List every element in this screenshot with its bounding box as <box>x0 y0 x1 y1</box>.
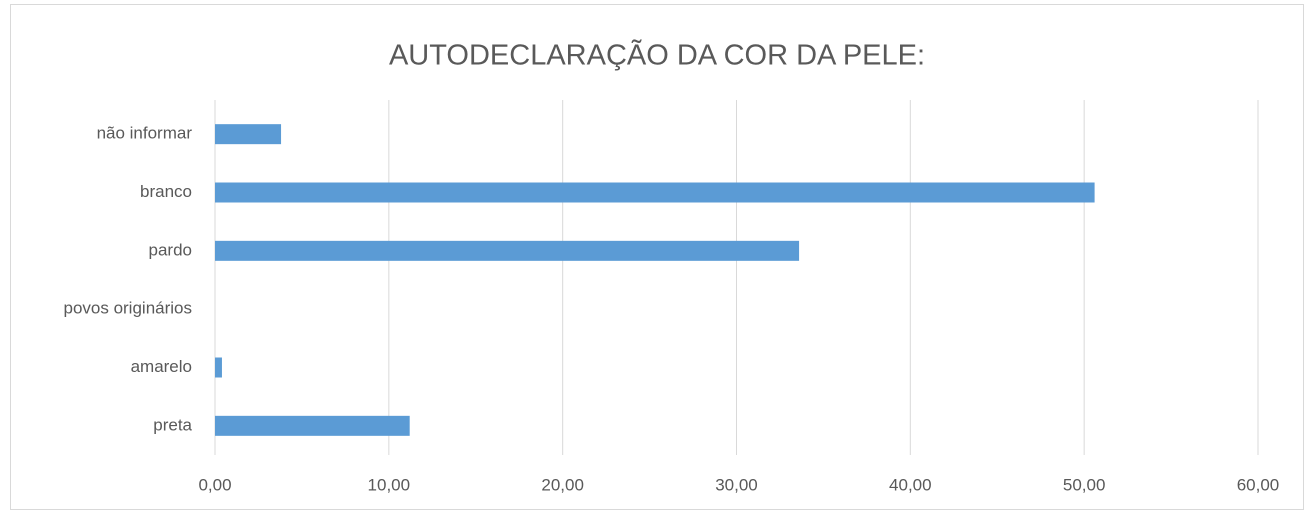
y-tick-label: branco <box>140 182 192 201</box>
x-tick-label: 0,00 <box>198 475 231 494</box>
x-tick-label: 50,00 <box>1063 475 1106 494</box>
bar <box>215 415 410 436</box>
x-tick-label: 40,00 <box>889 475 932 494</box>
bar <box>215 124 282 145</box>
x-tick-label: 10,00 <box>368 475 411 494</box>
x-tick-label: 60,00 <box>1237 475 1280 494</box>
y-tick-label: amarelo <box>131 357 192 376</box>
bar <box>215 240 800 261</box>
bar <box>215 357 222 378</box>
x-tick-label: 20,00 <box>541 475 584 494</box>
y-tick-label: pardo <box>149 240 192 259</box>
y-tick-label: não informar <box>97 124 193 143</box>
y-tick-label: preta <box>153 415 192 434</box>
bar <box>215 182 1095 203</box>
chart-title: AUTODECLARAÇÃO DA COR DA PELE: <box>389 38 925 72</box>
y-tick-label: povos originários <box>63 299 192 318</box>
x-tick-label: 30,00 <box>715 475 758 494</box>
